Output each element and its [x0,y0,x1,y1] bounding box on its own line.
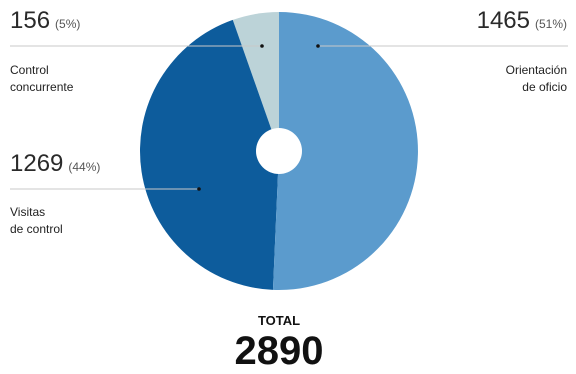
total-value: 2890 [235,329,324,369]
slice-control-concurrente [232,12,279,151]
data-label-control-concurrente: 156 (5%) [10,7,80,34]
pie-slices [140,12,418,290]
category-label-visitas-de-control-line1: Visitas [10,205,45,219]
percent-orientacion-de-oficio: (51%) [535,17,567,31]
total-label: TOTAL [258,313,300,328]
category-label-visitas-de-control-line2: de control [10,222,63,236]
pie-center-hole [256,128,302,174]
data-label-orientacion-de-oficio: 1465 (51%) [477,7,567,34]
slice-orientacion-de-oficio [272,12,418,290]
data-label-visitas-de-control: 1269 (44%) [10,150,100,177]
leader-control-concurrente-dot [260,44,264,48]
leader-lines [10,44,568,191]
percent-visitas-de-control: (44%) [68,160,100,174]
category-label-orientacion-de-oficio-line1: Orientación [506,63,567,77]
leader-orientacion-de-oficio-dot [316,44,320,48]
percent-control-concurrente: (5%) [55,17,80,31]
slice-visitas-de-control [140,19,279,290]
slice-labels: 156 (5%) Control concurrente 1269 (44%) Visita… [10,7,567,236]
category-label-control-concurrente-line2: concurrente [10,80,74,94]
leader-visitas-de-control-dot [197,187,201,191]
value-visitas-de-control: 1269 [10,150,63,177]
value-control-concurrente: 156 [10,7,50,34]
category-label-orientacion-de-oficio-line2: de oficio [522,80,567,94]
category-label-control-concurrente-line1: Control [10,63,49,77]
value-orientacion-de-oficio: 1465 [477,7,530,34]
